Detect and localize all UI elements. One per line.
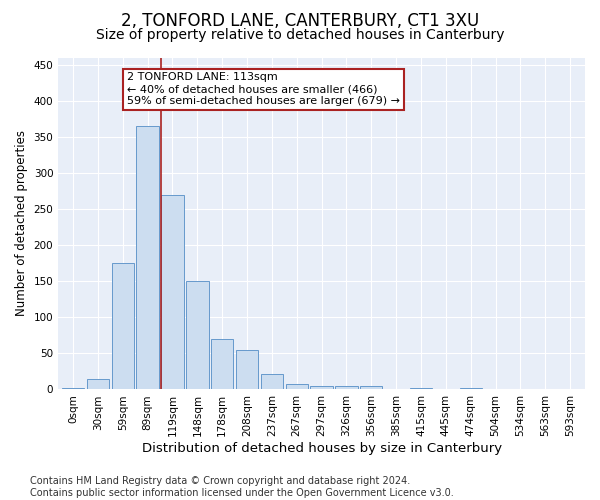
Text: Contains HM Land Registry data © Crown copyright and database right 2024.
Contai: Contains HM Land Registry data © Crown c… xyxy=(30,476,454,498)
Text: 2, TONFORD LANE, CANTERBURY, CT1 3XU: 2, TONFORD LANE, CANTERBURY, CT1 3XU xyxy=(121,12,479,30)
Bar xyxy=(410,388,432,390)
Y-axis label: Number of detached properties: Number of detached properties xyxy=(15,130,28,316)
Bar xyxy=(460,388,482,390)
Bar xyxy=(310,386,333,390)
Bar xyxy=(161,194,184,390)
Text: 2 TONFORD LANE: 113sqm
← 40% of detached houses are smaller (466)
59% of semi-de: 2 TONFORD LANE: 113sqm ← 40% of detached… xyxy=(127,72,400,106)
X-axis label: Distribution of detached houses by size in Canterbury: Distribution of detached houses by size … xyxy=(142,442,502,455)
Bar xyxy=(335,386,358,390)
Bar xyxy=(260,374,283,390)
Bar xyxy=(360,386,382,390)
Bar xyxy=(87,378,109,390)
Text: Size of property relative to detached houses in Canterbury: Size of property relative to detached ho… xyxy=(96,28,504,42)
Bar xyxy=(236,350,258,390)
Bar xyxy=(136,126,159,390)
Bar xyxy=(62,388,84,390)
Bar xyxy=(186,281,209,390)
Bar xyxy=(112,263,134,390)
Bar xyxy=(286,384,308,390)
Bar xyxy=(211,339,233,390)
